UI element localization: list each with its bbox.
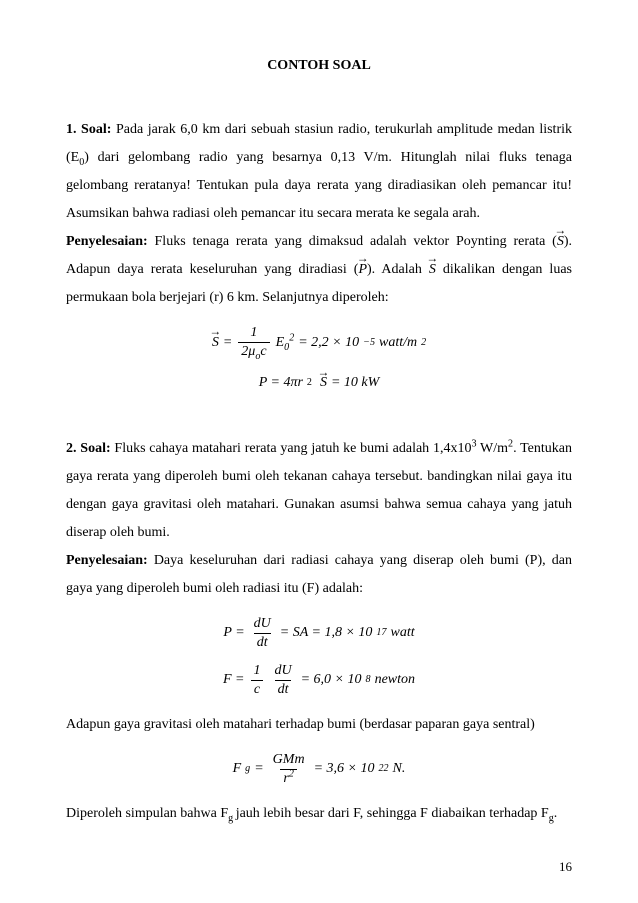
eq5-F: F [233, 759, 242, 779]
solution-1: Penyelesaian: Fluks tenaga rerata yang d… [66, 228, 572, 312]
eq1-S: S [212, 333, 219, 353]
gravity-intro: Adapun gaya gravitasi oleh matahari terh… [66, 711, 572, 739]
equation-1: S = 1 2μoc E02 = 2,2 × 10−5watt/m2 [66, 326, 572, 359]
s1-label: Penyelesaian: [66, 234, 148, 249]
s1-text-a: Fluks tenaga rerata yang dimaksud adalah… [148, 234, 557, 249]
eq5-frac: GMm r2 [270, 753, 308, 786]
eq5-eq: = [254, 759, 263, 779]
page-number: 16 [559, 859, 572, 875]
equation-4: F = 1 c dU dt = 6,0 × 108newton [66, 664, 572, 697]
question-2: 2. Soal: Fluks cahaya matahari rerata ya… [66, 435, 572, 547]
p-vector: P [358, 256, 367, 284]
eq1-unit: watt/m [379, 333, 417, 353]
eq1-frac: 1 2μoc [238, 326, 269, 359]
conclusion: Diperoleh simpulan bahwa Fg jauh lebih b… [66, 800, 572, 828]
eq5-mid: = 3,6 × 10 [314, 759, 375, 779]
eq4-mid: = 6,0 × 10 [301, 670, 362, 690]
eq1-val: = 2,2 × 10 [298, 333, 359, 353]
s1-text-c: ). Adalah [367, 262, 429, 277]
s-vector-2: S [429, 256, 436, 284]
eq1-E-term: E02 [276, 333, 295, 353]
eq4-frac2: dU dt [271, 664, 294, 697]
concl-c: . [554, 806, 558, 821]
eq2-val: = 10 kW [331, 373, 379, 393]
eq2-P: P = 4πr [259, 373, 303, 393]
eq3-lhs: P = [223, 623, 244, 643]
q1-text-b: ) dari gelombang radio yang besarnya 0,1… [66, 150, 572, 221]
eq1-den: 2μoc [238, 342, 269, 359]
q2-text-a: Fluks cahaya matahari rerata yang jatuh … [111, 441, 472, 456]
eq1-num: 1 [247, 326, 260, 342]
equation-3: P = dU dt = SA = 1,8 × 1017watt [66, 617, 572, 650]
equation-2: P = 4πr2 S = 10 kW [66, 373, 572, 393]
q2-text-b: W/m [477, 441, 509, 456]
concl-sub1: g [228, 812, 236, 823]
q2-label: 2. Soal: [66, 441, 111, 456]
question-1: 1. Soal: Pada jarak 6,0 km dari sebuah s… [66, 116, 572, 228]
s-vector: S [557, 228, 564, 256]
s2-label: Penyelesaian: [66, 553, 148, 568]
equation-5: Fg = GMm r2 = 3,6 × 1022N. [66, 753, 572, 786]
concl-a: Diperoleh simpulan bahwa F [66, 806, 228, 821]
eq2-S: S [320, 373, 327, 393]
eq3-unit: watt [390, 623, 414, 643]
eq5-unit: N. [393, 759, 406, 779]
eq1-eq: = [223, 333, 232, 353]
eq4-lhs: F = [223, 670, 245, 690]
q1-label: 1. Soal: [66, 122, 111, 137]
concl-b: jauh lebih besar dari F, sehingga F diab… [236, 806, 549, 821]
eq4-frac1: 1 c [250, 664, 263, 697]
page-title: CONTOH SOAL [66, 58, 572, 74]
eq4-unit: newton [375, 670, 415, 690]
solution-2: Penyelesaian: Daya keseluruhan dari radi… [66, 547, 572, 603]
eq3-frac: dU dt [251, 617, 274, 650]
eq3-mid: = SA = 1,8 × 10 [280, 623, 373, 643]
